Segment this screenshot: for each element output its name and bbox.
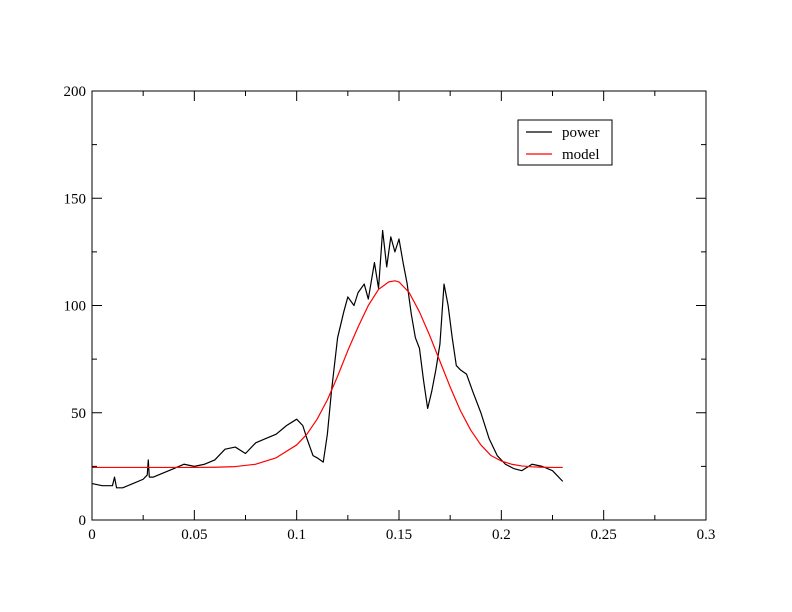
legend-box <box>517 119 613 166</box>
series-line-model <box>92 280 563 469</box>
legend: power model <box>517 119 613 166</box>
y-tick-label: 50 <box>71 406 86 422</box>
x-tick-label: 0.25 <box>591 527 617 543</box>
x-tick-label: 0.2 <box>492 527 511 543</box>
plot-area <box>91 229 564 489</box>
x-tick-label: 0.05 <box>181 527 207 543</box>
y-tick-label: 100 <box>64 299 87 315</box>
x-tick-label: 0.1 <box>287 527 306 543</box>
plot-frame <box>91 90 707 521</box>
y-tick-label: 0 <box>79 513 87 529</box>
axes: 0 0.05 0.1 0.15 0.2 0.25 0.3 0 50 100 150 200 <box>64 84 716 543</box>
y-tick-label: 200 <box>64 84 87 100</box>
x-tick-label: 0.15 <box>386 527 412 543</box>
x-tick-label: 0 <box>88 527 96 543</box>
legend-label-model: model <box>562 147 600 163</box>
y-tick-label: 150 <box>64 191 87 207</box>
series-line-power <box>91 229 564 489</box>
x-tick-label: 0.3 <box>697 527 716 543</box>
legend-label-power: power <box>562 125 600 141</box>
